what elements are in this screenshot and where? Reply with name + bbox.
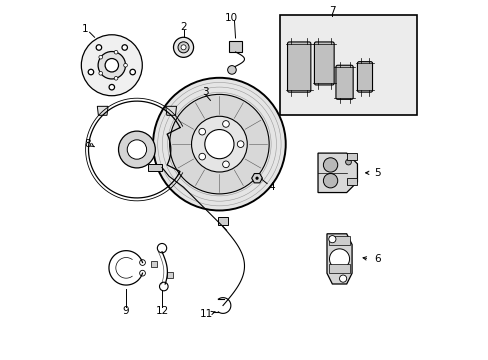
Circle shape <box>199 153 205 160</box>
Circle shape <box>222 161 229 168</box>
Circle shape <box>114 50 118 54</box>
Circle shape <box>130 69 135 75</box>
Text: 1: 1 <box>81 24 88 35</box>
Circle shape <box>98 51 125 79</box>
Circle shape <box>339 275 346 282</box>
Circle shape <box>181 45 185 50</box>
Circle shape <box>178 42 189 53</box>
Circle shape <box>323 158 337 172</box>
Circle shape <box>173 37 193 57</box>
Circle shape <box>123 63 127 67</box>
Circle shape <box>237 141 244 148</box>
Circle shape <box>109 85 114 90</box>
Bar <box>167 272 172 278</box>
Text: 5: 5 <box>373 168 380 178</box>
Circle shape <box>81 35 142 96</box>
Circle shape <box>159 282 168 291</box>
Text: 3: 3 <box>202 87 209 97</box>
Text: 12: 12 <box>155 306 168 316</box>
FancyBboxPatch shape <box>357 62 372 92</box>
Circle shape <box>191 116 247 172</box>
Circle shape <box>227 66 236 74</box>
Circle shape <box>140 270 145 276</box>
Circle shape <box>169 94 268 194</box>
Circle shape <box>328 235 335 243</box>
Circle shape <box>222 121 229 127</box>
Bar <box>217 217 228 225</box>
Circle shape <box>323 174 337 188</box>
Circle shape <box>99 72 102 75</box>
Text: 6: 6 <box>373 254 380 264</box>
Circle shape <box>122 45 127 50</box>
Text: 7: 7 <box>328 6 335 16</box>
Bar <box>346 153 357 160</box>
FancyBboxPatch shape <box>335 65 352 99</box>
Polygon shape <box>326 234 351 284</box>
Bar <box>147 164 162 171</box>
Text: 2: 2 <box>180 22 186 32</box>
Circle shape <box>118 131 155 168</box>
FancyBboxPatch shape <box>287 42 310 92</box>
Circle shape <box>99 55 102 59</box>
Circle shape <box>114 76 118 80</box>
Polygon shape <box>251 174 262 183</box>
Polygon shape <box>317 153 357 193</box>
Circle shape <box>157 243 166 253</box>
Circle shape <box>329 249 349 269</box>
Text: 9: 9 <box>122 306 129 316</box>
Text: 11: 11 <box>200 309 213 319</box>
Circle shape <box>255 177 258 180</box>
Bar <box>328 264 349 273</box>
Circle shape <box>127 140 146 159</box>
Bar <box>328 235 349 244</box>
Polygon shape <box>97 106 108 115</box>
Circle shape <box>88 69 94 75</box>
Circle shape <box>345 159 351 165</box>
Circle shape <box>105 59 118 72</box>
Bar <box>280 15 416 116</box>
Bar <box>346 178 357 185</box>
Polygon shape <box>165 106 176 115</box>
Text: 10: 10 <box>224 13 237 23</box>
Text: 8: 8 <box>84 139 91 149</box>
Circle shape <box>140 260 145 265</box>
Text: 4: 4 <box>267 182 274 192</box>
FancyBboxPatch shape <box>314 42 333 85</box>
Bar <box>228 41 242 52</box>
Circle shape <box>199 129 205 135</box>
Circle shape <box>153 78 285 211</box>
Circle shape <box>204 130 234 159</box>
Bar <box>151 261 157 267</box>
Circle shape <box>96 45 102 50</box>
